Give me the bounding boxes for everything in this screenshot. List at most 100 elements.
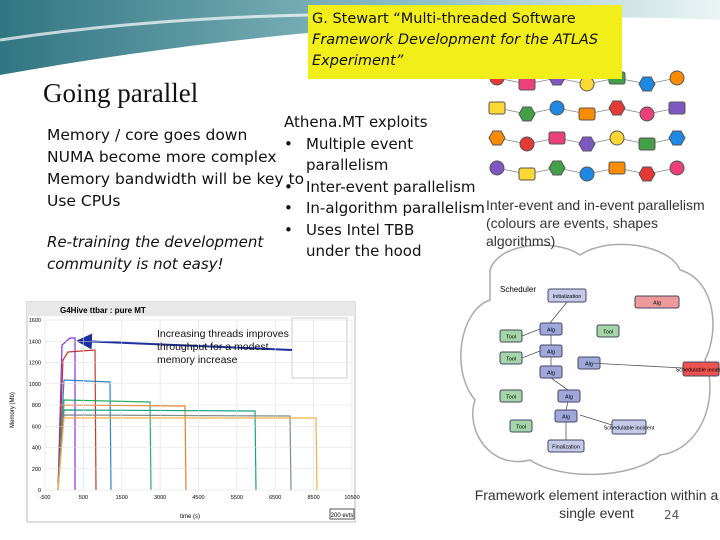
node — [668, 101, 686, 115]
caption-line: (colours are events, shapes algorithms) — [486, 215, 658, 249]
badge-box — [329, 508, 355, 520]
x-tick-label: -500 — [39, 495, 50, 501]
note-line: community is not easy! — [47, 255, 224, 273]
incident-box-label: Schedulable incident — [604, 426, 655, 432]
connector — [550, 377, 569, 391]
caption-line: single event — [559, 505, 634, 521]
x-tick-label: 10500 — [344, 495, 359, 501]
node — [548, 131, 566, 145]
node — [608, 161, 626, 175]
node — [639, 106, 655, 122]
left-text: Memory / core goes down NUMA become more… — [47, 124, 304, 212]
x-axis-label: time (s) — [180, 514, 200, 520]
text-line: Use CPUs — [47, 192, 121, 210]
x-tick-label: 8500 — [308, 495, 320, 501]
connector — [565, 401, 569, 411]
citation-line: G. Stewart “Multi-threaded Software — [312, 11, 576, 27]
diagram-label: Scheduler — [500, 285, 536, 294]
bullet: Inter-event parallelism — [284, 177, 499, 199]
node — [609, 130, 625, 146]
alg-box-label: Alg — [547, 350, 555, 356]
connector — [589, 362, 684, 369]
y-tick-label: 800 — [32, 403, 41, 409]
annotation-arrow — [76, 333, 293, 351]
incident-box — [682, 361, 720, 377]
node — [638, 166, 656, 182]
athena-list: Multiple event parallelism Inter-event p… — [284, 134, 499, 263]
event-caption: Inter-event and in-event parallelism (co… — [486, 196, 720, 250]
connector — [579, 414, 613, 426]
tool-box — [509, 419, 533, 433]
plot-title: G4Hive ttbar : pure MT — [60, 306, 146, 315]
node — [669, 160, 685, 176]
alg-box-label: Alg — [547, 328, 555, 334]
node — [578, 136, 596, 152]
text-line: Memory bandwidth will be key to — [47, 170, 305, 188]
citation-line: Framework Development for the ATLAS — [312, 32, 599, 48]
x-tick-label: 500 — [79, 495, 88, 501]
note: Re-training the development community is… — [47, 231, 263, 275]
header-swoosh — [0, 0, 720, 75]
tool-box-label: Tool — [516, 425, 526, 431]
connector — [521, 350, 541, 359]
alg-box — [577, 356, 601, 370]
citation: G. Stewart “Multi-threaded Software Fram… — [308, 5, 622, 79]
x-tick-label: 6500 — [269, 495, 281, 501]
y-tick-label: 600 — [32, 424, 41, 430]
bullet: Multiple event parallelism — [284, 134, 499, 177]
scheduler-caption: Framework element interaction within a s… — [474, 486, 719, 522]
alg-box-label: Alg — [585, 362, 593, 368]
node — [519, 136, 535, 152]
tool-box-label: Tool — [506, 335, 516, 341]
node — [578, 107, 596, 121]
node — [608, 100, 626, 116]
alg-box — [634, 295, 680, 309]
incident-box — [611, 419, 647, 435]
alg-box — [557, 389, 581, 403]
y-tick-label: 0 — [38, 488, 41, 494]
node — [548, 160, 566, 176]
y-tick-label: 1200 — [29, 361, 41, 367]
scheduler-diagram: Scheduler Initialization Alg Tool Tool Tool To… — [499, 285, 720, 453]
connector — [521, 328, 541, 337]
bullet: In-algorithm parallelism — [284, 198, 499, 220]
y-tick-label: 200 — [32, 467, 41, 473]
y-tick-label: 1000 — [29, 382, 41, 388]
citation-line: Experiment” — [312, 53, 404, 69]
plot-header — [27, 302, 355, 316]
text-line: NUMA become more complex — [47, 148, 277, 166]
x-tick-label: 1500 — [116, 495, 128, 501]
tool-box — [596, 324, 620, 338]
y-tick-label: 400 — [32, 446, 41, 452]
event-diagram — [488, 70, 686, 182]
alg-box-label: Alg — [653, 301, 661, 307]
athena-heading: Athena.MT exploits — [284, 113, 428, 131]
node — [669, 70, 685, 86]
x-tick-label: 3000 — [154, 495, 166, 501]
alg-box-label: Alg — [565, 395, 573, 401]
x-tick-label: 4500 — [192, 495, 204, 501]
init-box-label: Initialization — [553, 294, 582, 300]
node — [518, 106, 536, 122]
y-tick-label: 1400 — [29, 339, 41, 345]
tool-box-label: Tool — [506, 395, 516, 401]
node — [518, 167, 536, 181]
note-line: Re-training the development — [47, 233, 264, 251]
node — [518, 77, 536, 91]
tool-box-label: Tool — [506, 357, 516, 363]
node — [488, 101, 506, 115]
legend-box — [291, 317, 348, 379]
slide-title: Going parallel — [43, 78, 199, 108]
tool-box — [499, 389, 523, 403]
alg-box-label: Alg — [562, 415, 570, 421]
node — [638, 137, 656, 151]
badge: 200 evts — [331, 513, 354, 519]
node — [579, 76, 595, 92]
alg-box-label: Alg — [547, 371, 555, 377]
tool-box-label: Tool — [603, 330, 613, 336]
incident-box-label: Schedulable incident — [676, 368, 720, 374]
final-box-label: Finalization — [552, 445, 580, 451]
page-number: 24 — [664, 508, 680, 522]
